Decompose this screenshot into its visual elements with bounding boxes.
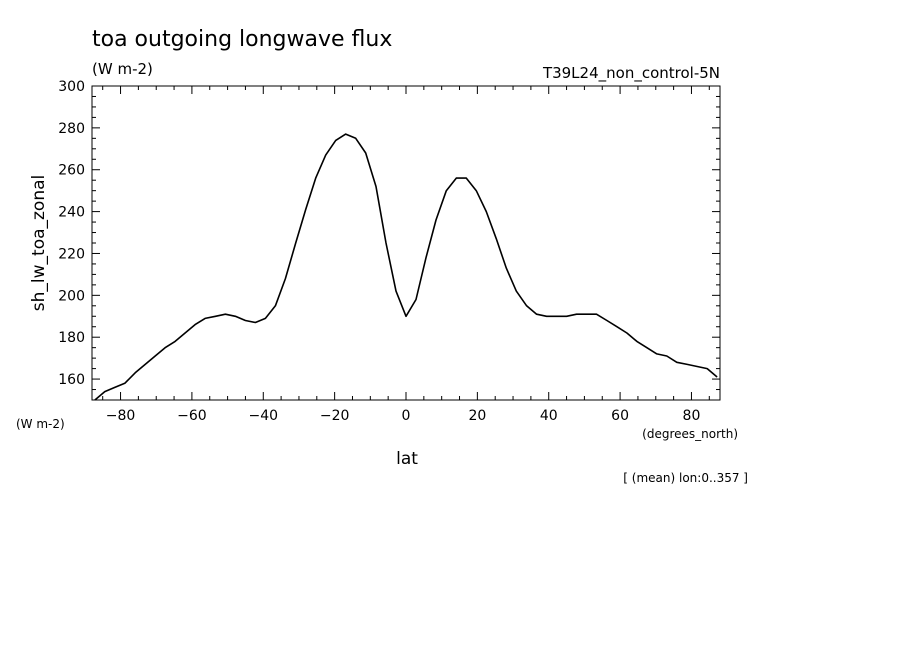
tick-marks <box>92 85 720 401</box>
x-tick-label: 0 <box>402 408 411 424</box>
y-axis-label: sh_lw_toa_zonal <box>29 175 49 311</box>
y-tick-label: 180 <box>58 330 85 346</box>
x-tick-label: −60 <box>177 408 207 424</box>
x-axis-label: lat <box>396 449 418 469</box>
title-units: (W m-2) <box>92 60 153 78</box>
run-label: T39L24_non_control-5N <box>542 64 720 83</box>
y-tick-label: 200 <box>58 288 85 304</box>
tick-labels: −80 −60 −40 −20 0 20 40 60 80 160 180 200 220 240 260 2… <box>58 79 700 424</box>
x-tick-label: 80 <box>683 408 701 424</box>
x-tick-label: −20 <box>320 408 350 424</box>
x-units-label: (degrees_north) <box>642 427 738 441</box>
x-tick-label: −40 <box>248 408 278 424</box>
y-tick-label: 300 <box>58 79 85 95</box>
y-tick-label: 160 <box>58 372 85 388</box>
mean-note: [ (mean) lon:0..357 ] <box>623 471 748 485</box>
chart-title: toa outgoing longwave flux <box>92 27 392 52</box>
y-tick-label: 220 <box>58 246 85 262</box>
y-units-label: (W m-2) <box>16 417 65 431</box>
y-tick-label: 260 <box>58 163 85 179</box>
x-tick-label: −80 <box>106 408 136 424</box>
x-tick-label: 20 <box>468 408 486 424</box>
plot-axes <box>91 85 721 401</box>
x-tick-label: 60 <box>611 408 629 424</box>
y-tick-label: 280 <box>58 121 85 137</box>
plot-frame <box>91 85 721 401</box>
series-lines <box>94 133 718 401</box>
x-tick-label: 40 <box>540 408 558 424</box>
series-line-0 <box>94 133 718 401</box>
y-tick-label: 240 <box>58 205 85 221</box>
